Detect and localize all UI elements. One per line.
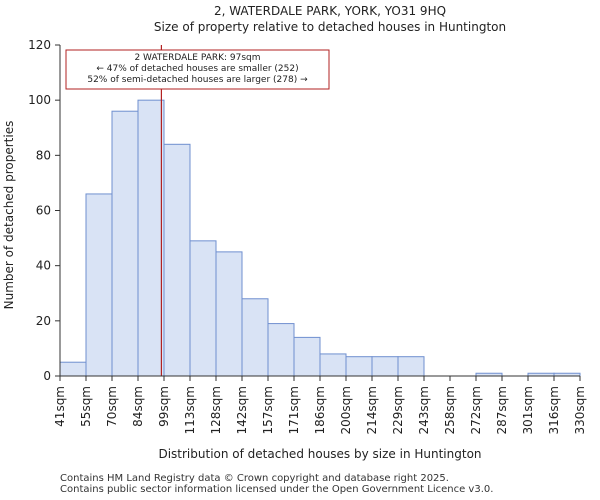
y-tick-label: 40 xyxy=(36,259,51,273)
histogram-bar xyxy=(111,110,139,377)
x-tick-label: 287sqm xyxy=(495,386,509,434)
histogram-bar xyxy=(85,193,113,377)
x-tick-label: 272sqm xyxy=(469,386,483,434)
x-tick-label: 171sqm xyxy=(287,386,301,434)
histogram-bar xyxy=(293,336,321,377)
y-axis-label: Number of detached properties xyxy=(2,121,16,310)
x-tick-label: 258sqm xyxy=(443,386,457,434)
x-tick-label: 99sqm xyxy=(157,386,171,427)
x-tick-label: 214sqm xyxy=(365,386,379,434)
x-tick-label: 229sqm xyxy=(391,386,405,434)
histogram-bar xyxy=(137,99,165,377)
x-tick-label: 113sqm xyxy=(183,386,197,434)
x-tick-label: 186sqm xyxy=(313,386,327,434)
x-tick-label: 142sqm xyxy=(235,386,249,434)
footer-line-1: Contains HM Land Registry data © Crown c… xyxy=(60,473,449,484)
x-tick-label: 128sqm xyxy=(209,386,223,434)
y-tick-label: 0 xyxy=(43,369,51,383)
bar-series xyxy=(59,99,581,377)
histogram-bar xyxy=(215,251,243,377)
chart-subtitle: Size of property relative to detached ho… xyxy=(154,20,506,34)
x-tick-label: 200sqm xyxy=(339,386,353,434)
histogram-chart: 2, WATERDALE PARK, YORK, YO31 9HQ Size o… xyxy=(2,4,587,461)
x-tick-label: 41sqm xyxy=(53,386,67,427)
y-tick-label: 80 xyxy=(36,148,51,162)
y-tick-label: 20 xyxy=(36,314,51,328)
annotation-box: 2 WATERDALE PARK: 97sqm ← 47% of detache… xyxy=(65,49,330,90)
x-tick-label: 55sqm xyxy=(79,386,93,427)
histogram-bar xyxy=(241,298,269,377)
y-axis-ticks: 0 20 40 60 80 100 120 xyxy=(28,38,60,383)
histogram-bar xyxy=(397,356,425,377)
histogram-bar xyxy=(163,143,191,377)
y-tick-label: 120 xyxy=(28,38,51,52)
x-tick-label: 84sqm xyxy=(131,386,145,427)
x-tick-label: 70sqm xyxy=(105,386,119,427)
chart-title: 2, WATERDALE PARK, YORK, YO31 9HQ xyxy=(214,4,446,18)
y-tick-label: 100 xyxy=(28,93,51,107)
histogram-bar xyxy=(189,240,217,377)
histogram-bar xyxy=(319,353,347,377)
x-tick-label: 301sqm xyxy=(521,386,535,434)
x-tick-label: 157sqm xyxy=(261,386,275,434)
x-axis-tick-labels: 41sqm 55sqm 70sqm 84sqm 99sqm 113sqm 128sqm 142… xyxy=(53,376,587,434)
x-tick-label: 330sqm xyxy=(573,386,587,434)
histogram-bar xyxy=(371,356,399,377)
footer-line-2: Contains public sector information licen… xyxy=(60,484,494,495)
annotation-line-3: 52% of semi-detached houses are larger (… xyxy=(87,75,308,85)
annotation-line-2: ← 47% of detached houses are smaller (25… xyxy=(96,64,298,74)
x-tick-label: 243sqm xyxy=(417,386,431,434)
annotation-line-1: 2 WATERDALE PARK: 97sqm xyxy=(134,53,260,63)
x-axis-label: Distribution of detached houses by size … xyxy=(158,447,481,461)
x-tick-label: 316sqm xyxy=(547,386,561,434)
histogram-bar xyxy=(345,356,373,377)
y-tick-label: 60 xyxy=(36,204,51,218)
histogram-bar xyxy=(59,361,87,377)
histogram-bar xyxy=(267,323,295,377)
